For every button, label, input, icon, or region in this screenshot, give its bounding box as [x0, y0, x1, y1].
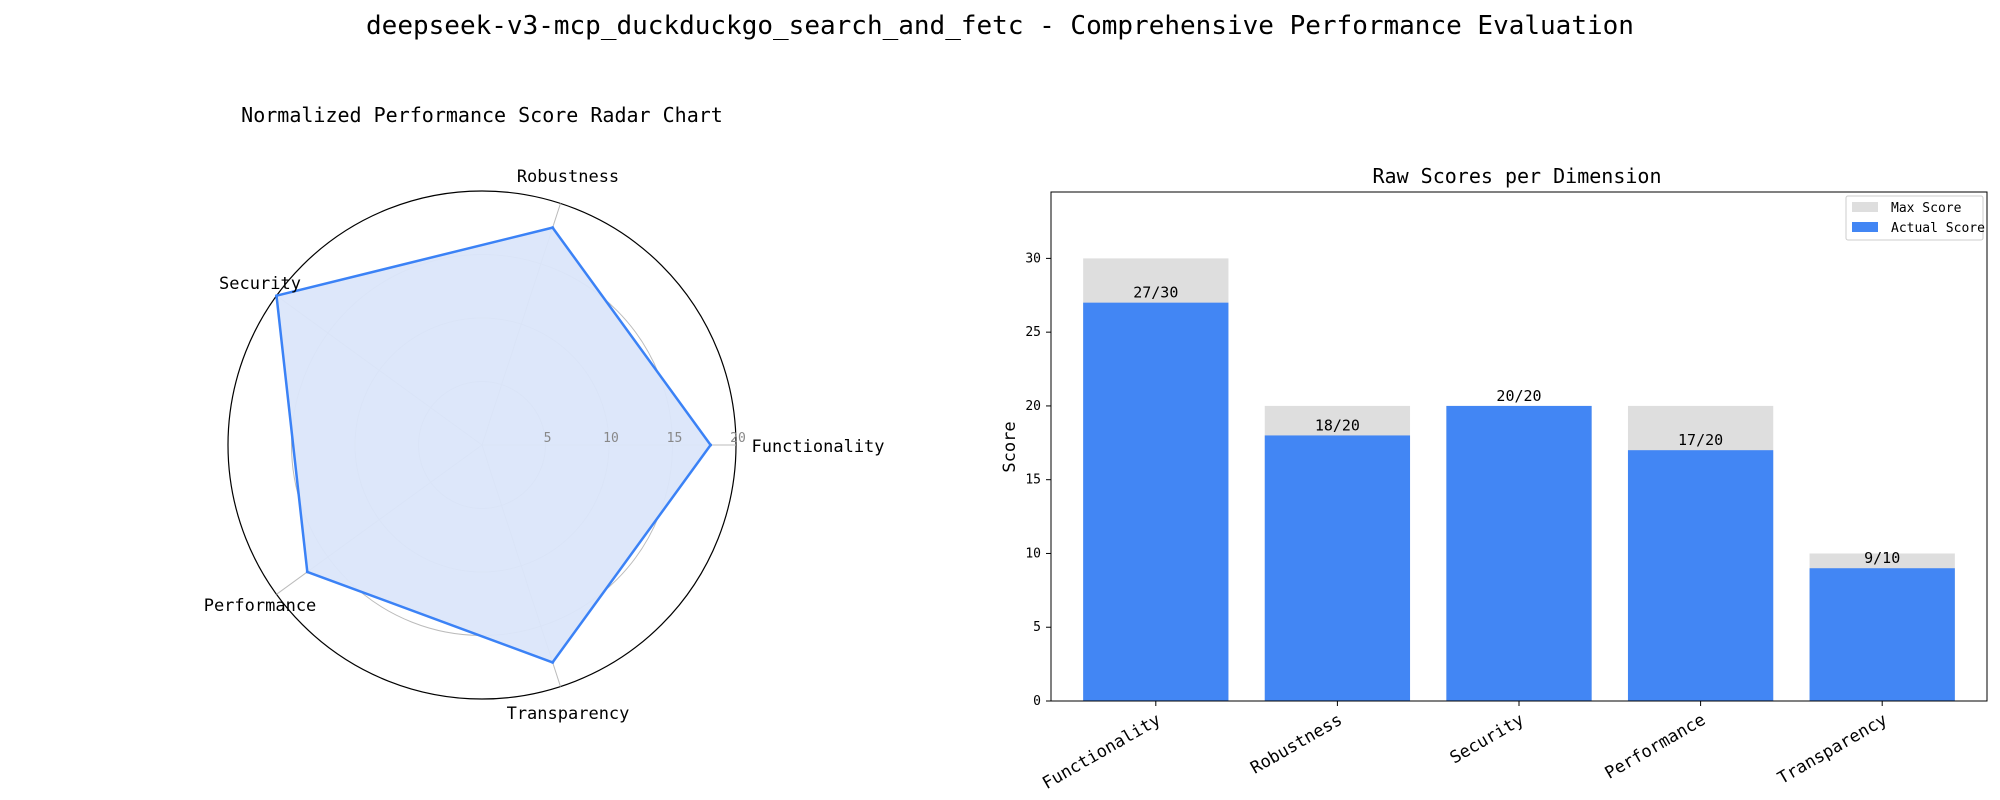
- x-axis-ticks: Functionality Robustness Security Performan…: [1039, 701, 1891, 794]
- bar-actual-score: [1264, 435, 1411, 701]
- bar-title: Raw Scores per Dimension: [1373, 164, 1662, 188]
- radar-axis-label: Security: [219, 274, 301, 294]
- legend-swatch-max: [1852, 202, 1878, 212]
- bar-actual-score: [1446, 405, 1592, 701]
- y-tick-label: 20: [1025, 399, 1041, 414]
- y-axis-ticks: 0 5 10 15 20 25 30: [1025, 251, 1051, 709]
- y-tick-label: 25: [1025, 325, 1041, 340]
- legend-label-actual: Actual Score: [1891, 221, 1985, 236]
- legend: Max Score Actual Score: [1845, 195, 1985, 241]
- radar-point: [305, 570, 309, 574]
- plot-frame: [1050, 191, 1988, 702]
- x-tick-label: Robustness: [1247, 710, 1346, 779]
- y-tick-label: 15: [1025, 473, 1041, 488]
- radar-axis-label: Robustness: [517, 167, 619, 187]
- radar-point: [709, 443, 713, 447]
- radar-r-tick-label: 5: [544, 431, 552, 446]
- radar-r-tick-label: 15: [667, 431, 683, 446]
- legend-swatch-actual: [1852, 222, 1878, 232]
- figure-title: deepseek-v3-mcp_duckduckgo_search_and_fe…: [366, 11, 1634, 41]
- bar-actual-score: [1083, 302, 1229, 701]
- y-tick-label: 0: [1033, 694, 1041, 709]
- y-tick-label: 10: [1025, 546, 1041, 561]
- legend-box: [1845, 195, 1984, 241]
- radar-shape: [275, 226, 713, 664]
- radar-r-tick-label: 10: [603, 431, 619, 446]
- radar-point: [551, 226, 555, 230]
- legend-label-max: Max Score: [1891, 201, 1962, 216]
- x-tick-label: Performance: [1602, 710, 1710, 784]
- radar-axis-label: Performance: [204, 596, 317, 616]
- bar-actual-score: [1627, 450, 1774, 701]
- y-axis-label: Score: [1000, 421, 1020, 472]
- radar-r-tick-label: 20: [730, 431, 746, 446]
- bar-actual-score: [1809, 568, 1955, 701]
- bar-data-label: 9/10: [1864, 549, 1900, 567]
- x-tick-label: Security: [1447, 710, 1528, 768]
- radar-axis-label: Functionality: [751, 437, 884, 457]
- bar-data-label: 20/20: [1496, 387, 1541, 405]
- bar-chart: Raw Scores per Dimension Score 0 5 10 15 20 2…: [1000, 164, 1988, 794]
- radar-point: [275, 294, 279, 298]
- radar-axis-label: Transparency: [507, 704, 630, 724]
- radar-chart: Normalized Performance Score Radar Chart…: [204, 103, 885, 724]
- bar-data-label: 17/20: [1678, 431, 1723, 449]
- radar-title: Normalized Performance Score Radar Chart: [241, 103, 723, 127]
- radar-point: [551, 660, 555, 664]
- x-tick-label: Transparency: [1774, 710, 1890, 789]
- bar-series: 27/30 18/20 20/20 17/20 9/10: [1083, 258, 1955, 701]
- x-tick-label: Functionality: [1039, 710, 1164, 794]
- radar-series-polygon: [275, 226, 712, 664]
- bar-data-label: 27/30: [1133, 284, 1178, 302]
- y-tick-label: 30: [1025, 251, 1041, 266]
- y-tick-label: 5: [1033, 620, 1041, 635]
- radar-axis-labels: 5 10 15 20 Functionality Robustness Security Pe…: [204, 167, 885, 724]
- bar-data-label: 18/20: [1315, 416, 1360, 434]
